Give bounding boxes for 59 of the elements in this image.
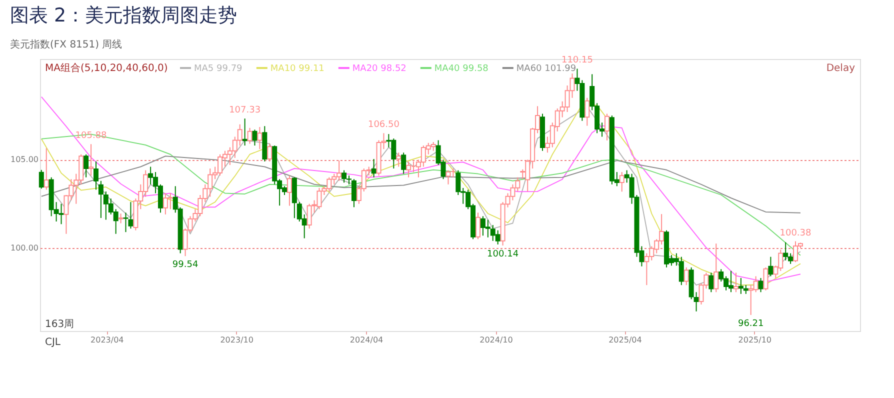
y-tick-label: 100.00 xyxy=(10,243,38,252)
candlestick xyxy=(88,144,94,176)
candlestick xyxy=(257,126,262,150)
candlestick xyxy=(267,143,272,162)
candlestick xyxy=(406,160,412,178)
legend-label: MA5 99.79 xyxy=(194,64,243,74)
x-tick-label: 2023/04 xyxy=(90,336,124,344)
annotation: Delay xyxy=(826,63,856,74)
candlestick xyxy=(684,266,689,286)
annotation: 100.38 xyxy=(780,228,812,238)
candlestick xyxy=(242,118,248,146)
candlestick xyxy=(763,266,768,291)
legend-label: MA10 99.11 xyxy=(270,64,324,74)
annotation: MA组合(5,10,20,40,60,0) xyxy=(45,62,168,74)
candlestick xyxy=(604,113,610,141)
candlestick xyxy=(768,256,774,277)
text: CJL xyxy=(45,337,61,348)
candlestick xyxy=(619,172,624,192)
x-tick-label: 2024/04 xyxy=(350,336,384,344)
x-tick-label: 2025/10 xyxy=(738,336,772,344)
candlestick xyxy=(396,152,402,168)
chart-title: 图表 2：美元指数周图走势 xyxy=(10,4,238,27)
x-tick-label: 2025/04 xyxy=(608,336,642,344)
candlestick xyxy=(401,152,406,174)
legend-label: MA60 101.99 xyxy=(516,64,576,74)
candlestick xyxy=(371,158,376,178)
candlestick xyxy=(252,129,258,146)
candlestick xyxy=(286,175,292,206)
candlestick xyxy=(694,292,699,312)
x-tick-label: 2024/10 xyxy=(480,336,513,344)
annotation: 163周 xyxy=(45,319,74,330)
candlestick xyxy=(44,148,49,190)
annotation: 110.15 xyxy=(561,56,593,66)
candlestick xyxy=(708,272,714,293)
candlestick xyxy=(118,213,124,224)
candlestick xyxy=(738,278,744,294)
legend-label: MA40 99.58 xyxy=(434,64,489,74)
chart-subtitle: 美元指数(FX 8151) 周线 xyxy=(10,38,122,51)
annotation: 107.33 xyxy=(229,106,261,116)
annotation: 99.54 xyxy=(172,260,198,270)
candlestick xyxy=(733,272,738,293)
candlestick xyxy=(475,212,480,240)
annotation: 106.50 xyxy=(368,120,400,130)
candlestick xyxy=(584,97,590,126)
candlestick xyxy=(714,243,719,293)
line-series xyxy=(40,156,801,214)
candlestick xyxy=(98,180,104,218)
candlestick xyxy=(84,154,89,178)
annotation: 96.21 xyxy=(738,318,764,329)
y-tick-label: 105.00 xyxy=(10,155,38,164)
candlestick xyxy=(446,170,451,185)
annotation: 100.14 xyxy=(487,250,519,260)
candlestick xyxy=(247,127,252,144)
x-tick-label: 2023/10 xyxy=(220,336,254,344)
candlestick xyxy=(351,178,356,208)
candlestick xyxy=(93,160,98,190)
legend-label: MA20 98.52 xyxy=(352,64,406,74)
candlestick xyxy=(758,278,764,293)
candlestick xyxy=(38,169,44,190)
